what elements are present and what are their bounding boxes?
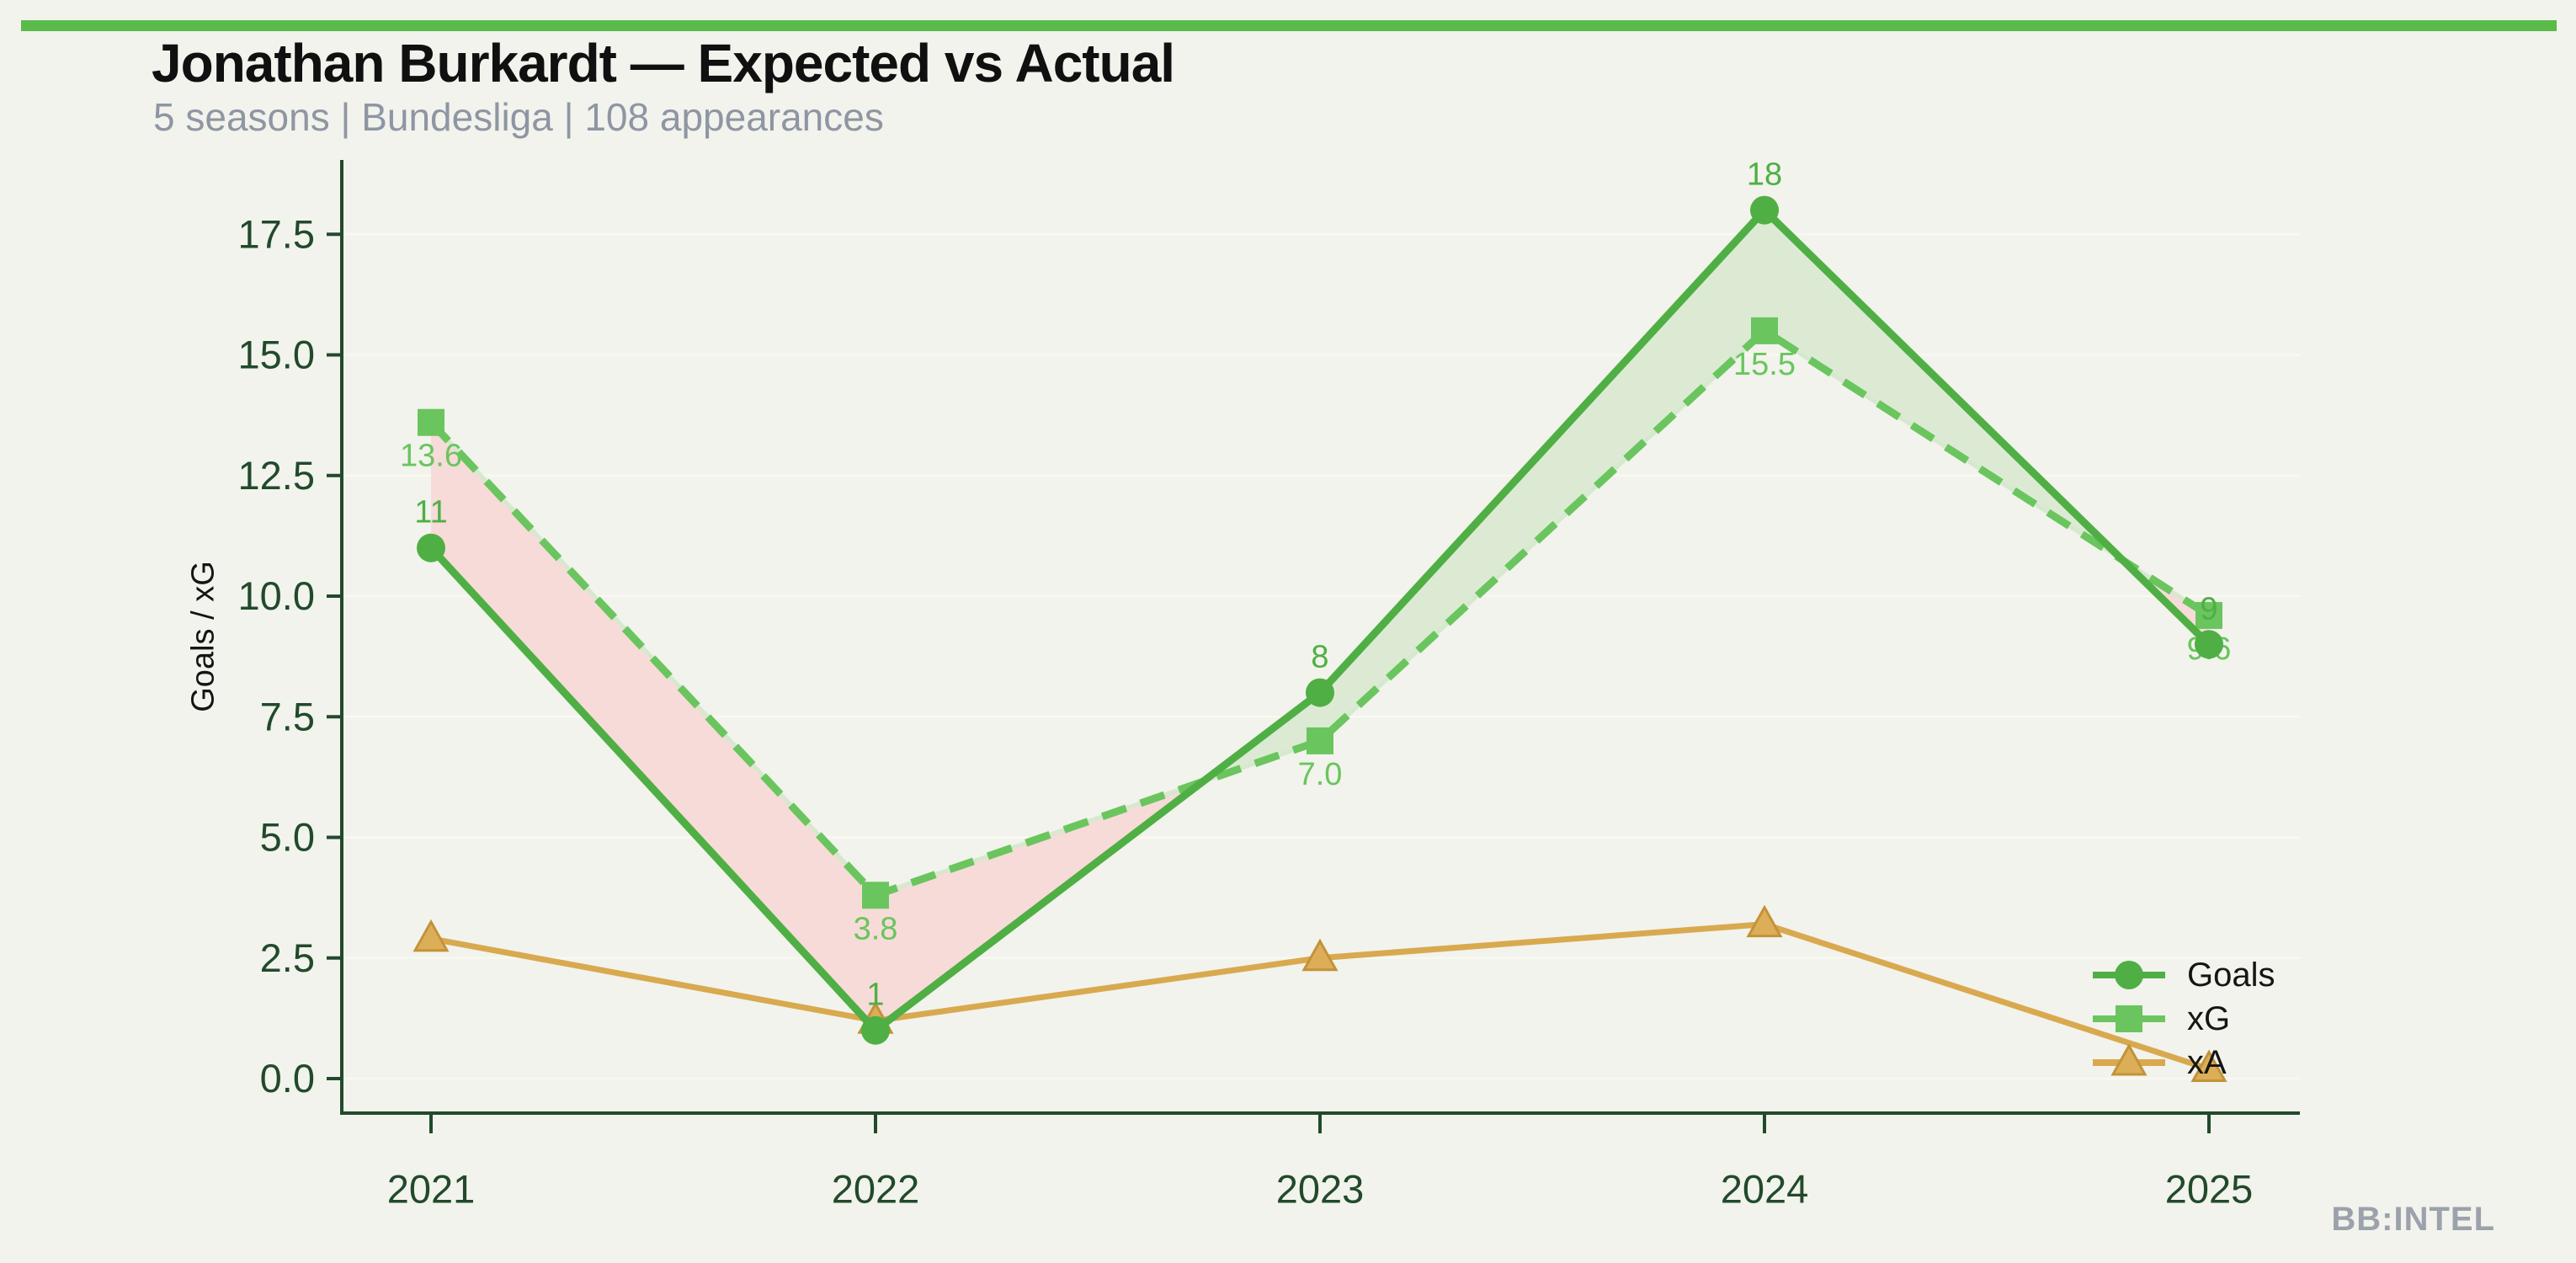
goals-marker bbox=[1306, 678, 1334, 707]
legend-item-xa: xA bbox=[2091, 1041, 2275, 1084]
legend: Goals xG xA bbox=[2091, 953, 2275, 1084]
xg-marker bbox=[2116, 1005, 2142, 1032]
goals-marker bbox=[417, 533, 445, 562]
xa-legend-label: xA bbox=[2187, 1043, 2227, 1081]
chart-subtitle: 5 seasons | Bundesliga | 108 appearances bbox=[153, 95, 884, 139]
goals-value-label: 9 bbox=[2200, 591, 2217, 626]
y-tick-label: 17.5 bbox=[238, 211, 315, 256]
xa-marker bbox=[1301, 938, 1339, 972]
x-tick-label: 2021 bbox=[387, 1166, 476, 1211]
goals-legend-label: Goals bbox=[2187, 956, 2275, 994]
goals-value-label: 18 bbox=[1747, 157, 1782, 193]
y-tick-label: 7.5 bbox=[260, 694, 315, 738]
x-tick-label: 2022 bbox=[832, 1166, 920, 1211]
goals-value-label: 1 bbox=[866, 978, 884, 1013]
watermark: BB:INTEL bbox=[2331, 1201, 2495, 1238]
xg-legend-label: xG bbox=[2187, 999, 2231, 1037]
goals-line bbox=[428, 206, 2212, 1035]
y-tick-label: 10.0 bbox=[238, 573, 315, 618]
xg-line bbox=[428, 326, 2211, 900]
y-tick-label: 5.0 bbox=[260, 815, 315, 860]
xg-legend-swatch bbox=[2093, 1005, 2165, 1032]
xa-marker bbox=[2110, 1044, 2148, 1076]
goals-marker bbox=[861, 1015, 890, 1045]
xg-marker bbox=[2195, 601, 2222, 629]
goals-value-label: 8 bbox=[1311, 640, 1328, 675]
legend-item-goals: Goals bbox=[2091, 953, 2275, 997]
y-tick-label: 0.0 bbox=[260, 1056, 315, 1100]
xg-marker bbox=[862, 882, 889, 909]
xg-value-label: 7.0 bbox=[1298, 757, 1343, 792]
legend-item-xg: xG bbox=[2091, 997, 2275, 1041]
goals-value-label: 11 bbox=[414, 495, 447, 530]
xg-value-label: 15.5 bbox=[1733, 347, 1796, 382]
xa-marker bbox=[412, 919, 450, 952]
goals-marker bbox=[1750, 195, 1779, 225]
y-tick-label: 2.5 bbox=[260, 935, 315, 980]
x-tick-label: 2024 bbox=[1721, 1166, 1809, 1211]
y-tick-label: 15.0 bbox=[238, 333, 315, 377]
xa-legend-swatch bbox=[2093, 1044, 2165, 1076]
goals-legend-swatch bbox=[2093, 961, 2165, 989]
underperformance-fill bbox=[431, 422, 876, 1031]
xg-marker bbox=[1307, 727, 1333, 754]
goals-marker bbox=[2195, 630, 2223, 659]
xg-value-label: 13.6 bbox=[400, 439, 462, 474]
overperformance-fill bbox=[1320, 210, 1764, 741]
xg-marker bbox=[1751, 317, 1778, 344]
xg-marker bbox=[418, 408, 444, 436]
y-tick-label: 12.5 bbox=[238, 453, 315, 498]
chart-title: Jonathan Burkardt — Expected vs Actual bbox=[152, 33, 1175, 93]
xg-value-label: 3.8 bbox=[854, 911, 898, 946]
top-accent-bar bbox=[21, 20, 2557, 31]
x-tick-label: 2025 bbox=[2165, 1166, 2254, 1211]
xa-marker bbox=[1746, 904, 1783, 938]
x-tick-label: 2023 bbox=[1276, 1166, 1365, 1211]
xa-marker bbox=[2190, 1049, 2227, 1083]
goals-marker bbox=[2115, 961, 2143, 989]
